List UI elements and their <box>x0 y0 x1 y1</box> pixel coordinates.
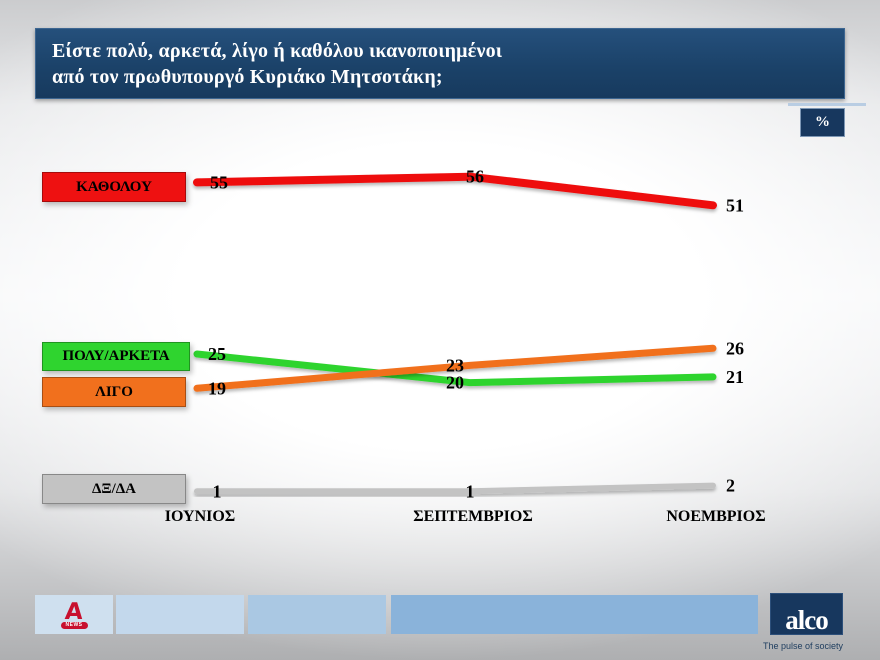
value-label-s2-p0: 19 <box>208 378 226 398</box>
alco-logo: alco <box>770 593 843 635</box>
alpha-news-logo-icon: A NEWS <box>60 598 88 629</box>
legend-ligo-label: ΛΙΓΟ <box>95 383 133 400</box>
footer-tile-2 <box>116 595 244 634</box>
value-label-s3-p0: 1 <box>213 481 222 501</box>
series-line-2 <box>193 344 717 392</box>
value-label-s2-p1: 23 <box>446 355 464 375</box>
alpha-news-badge: NEWS <box>60 621 88 629</box>
value-label-s1-p0: 25 <box>208 344 226 364</box>
legend-ligo: ΛΙΓΟ <box>42 377 186 407</box>
footer-channel-tile: A NEWS <box>35 595 113 634</box>
series-line-3 <box>194 482 716 495</box>
percent-unit-badge: % <box>800 108 845 137</box>
legend-poly-arketa: ΠΟΛΥ/ΑΡΚΕΤΑ <box>42 342 190 371</box>
percent-unit-label: % <box>815 114 830 130</box>
question-title-line2: από τον πρωθυπουργό Κυριάκο Μητσοτάκη; <box>52 65 443 88</box>
legend-katholou-label: ΚΑΘΟΛΟΥ <box>76 178 152 195</box>
value-label-s3-p2: 2 <box>726 476 735 496</box>
x-axis-label-2: ΝΟΕΜΒΡΙΟΣ <box>666 508 765 525</box>
value-label-s1-p2: 21 <box>726 367 744 387</box>
question-title-bar: Είστε πολύ, αρκετά, λίγο ή καθόλου ικανο… <box>35 28 845 99</box>
value-label-s0-p1: 56 <box>466 167 484 187</box>
footer-tile-4 <box>391 595 758 634</box>
question-title-line1: Είστε πολύ, αρκετά, λίγο ή καθόλου ικανο… <box>52 39 503 62</box>
value-label-s2-p2: 26 <box>726 338 744 358</box>
alpha-letter: A <box>64 598 84 625</box>
value-label-s0-p2: 51 <box>726 195 744 215</box>
series-line-0 <box>193 172 717 210</box>
value-label-s3-p1: 1 <box>466 481 475 501</box>
legend-dx-da: ΔΞ/ΔΑ <box>42 474 186 504</box>
alco-tagline: The pulse of society <box>762 641 843 651</box>
series-line-1 <box>193 350 717 387</box>
alco-logo-text: alco <box>785 605 828 636</box>
legend-dx-da-label: ΔΞ/ΔΑ <box>92 480 136 497</box>
value-label-s0-p0: 55 <box>210 172 228 192</box>
header-underline <box>788 103 866 106</box>
footer-tile-3 <box>248 595 386 634</box>
legend-poly-arketa-label: ΠΟΛΥ/ΑΡΚΕΤΑ <box>62 348 170 364</box>
x-axis-label-0: ΙΟΥΝΙΟΣ <box>165 508 236 525</box>
x-axis-label-1: ΣΕΠΤΕΜΒΡΙΟΣ <box>413 508 533 525</box>
value-label-s1-p1: 20 <box>446 373 464 393</box>
legend-katholou: ΚΑΘΟΛΟΥ <box>42 172 186 202</box>
